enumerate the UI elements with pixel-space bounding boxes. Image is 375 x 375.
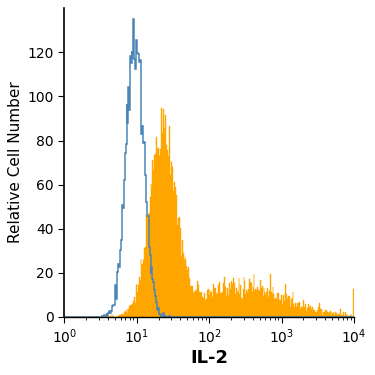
Y-axis label: Relative Cell Number: Relative Cell Number <box>8 82 23 243</box>
X-axis label: IL-2: IL-2 <box>190 349 228 367</box>
